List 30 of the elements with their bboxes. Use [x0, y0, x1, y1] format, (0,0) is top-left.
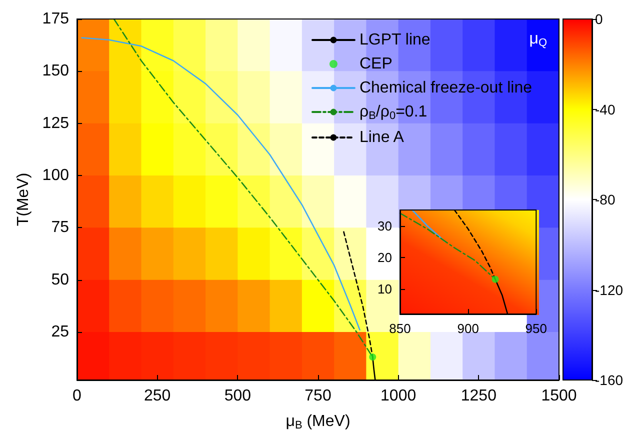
- legend-label: CEP: [359, 56, 392, 72]
- y-tick-label: 175: [42, 10, 70, 28]
- legend-label: Line A: [359, 129, 404, 146]
- x-tick-label: 750: [304, 388, 332, 404]
- y-tick-label: 125: [42, 114, 70, 132]
- x-tick-label: 1500: [541, 388, 577, 404]
- x-tick-label: 1000: [380, 388, 416, 404]
- legend-label: LGPT line: [359, 32, 430, 48]
- x-tick-label: 900: [457, 321, 479, 336]
- y-tick-label: 75: [51, 219, 70, 236]
- y-tick-label: 30: [378, 218, 392, 234]
- y-tick-label: 10: [378, 281, 392, 296]
- y-tick-label: 150: [42, 62, 70, 80]
- color-bar-label: -80: [595, 192, 616, 208]
- y-tick-label: 20: [378, 250, 392, 265]
- x-tick-label: 0: [72, 388, 82, 404]
- x-tick-label: 250: [144, 388, 171, 404]
- x-tick-label: 850: [389, 321, 411, 336]
- color-bar-label: -160: [595, 372, 624, 388]
- line-series: [81, 37, 360, 331]
- y-tick-label: 50: [51, 271, 70, 288]
- y-axis-title: T(MeV): [14, 172, 32, 226]
- y-tick-label: 25: [51, 324, 70, 341]
- y-tick-label: 100: [42, 167, 70, 184]
- x-tick-label: 500: [224, 388, 252, 404]
- x-tick-label: 950: [525, 321, 548, 336]
- legend-label: Chemical freeze-out line: [359, 80, 532, 96]
- color-bar-label: -120: [595, 282, 624, 298]
- color-bar-label: -40: [595, 101, 616, 118]
- x-tick-label: 1250: [460, 388, 497, 404]
